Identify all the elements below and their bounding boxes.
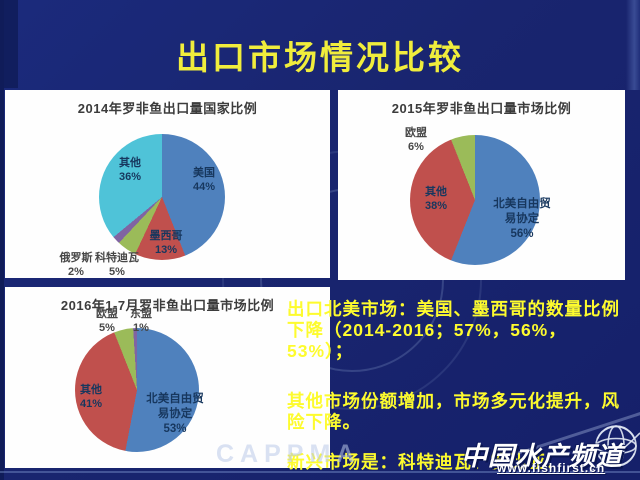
pie-label-ivory-coast: 科特迪瓦 5% — [95, 252, 139, 279]
pie-label-nafta-2016: 北美自由贸 易协定 53% — [146, 393, 204, 435]
pie-label-other-2016: 其他 41% — [79, 384, 103, 411]
chart-panel-2016: 2016年1-7月罗非鱼出口量市场比例 欧盟 5% 东盟 1% 其他 41% 北… — [5, 287, 330, 468]
pie-chart-2016 — [75, 328, 199, 452]
pie-label-eu-2015: 欧盟 6% — [405, 127, 427, 154]
globe-icon — [589, 425, 640, 472]
slide-title: 出口市场情况比较 — [176, 39, 464, 76]
chart-panel-2014: 2014年罗非鱼出口量国家比例 美国 44% 其他 36% 墨西哥 13% 科特… — [5, 90, 330, 278]
pie-label-other-2015: 其他 38% — [424, 186, 448, 213]
chart-title-2016: 2016年1-7月罗非鱼出口量市场比例 — [60, 298, 275, 313]
pie-label-eu-2016: 欧盟 5% — [96, 308, 118, 335]
background-cappma-text: CAPPMA — [216, 440, 361, 468]
chart-panel-2015: 2015年罗非鱼出口量市场比例 欧盟 6% 其他 38% 北美自由贸 易协定 5… — [338, 90, 625, 280]
background-bottom-line — [0, 471, 640, 473]
background-left-edge — [0, 0, 4, 480]
note-market-diversification: 其他市场份额增加，市场多元化提升，风 险下降。 — [287, 391, 620, 432]
chart-title-2014: 2014年罗非鱼出口量国家比例 — [77, 101, 258, 116]
note-emerging-markets: 新兴市场是：科特迪瓦、赞比亚、 — [287, 452, 565, 472]
background-right-streak — [626, 0, 640, 90]
watermark-brand: 中国水产频道 — [461, 441, 624, 471]
pie-label-nafta-2015: 北美自由贸 易协定 56% — [493, 198, 551, 240]
note-north-america-decline: 出口北美市场：美国、墨西哥的数量比例 下降（2014-2016；57%，56%，… — [287, 299, 620, 361]
pie-label-asean: 东盟 1% — [130, 308, 152, 335]
chart-title-2015: 2015年罗非鱼出口量市场比例 — [391, 101, 572, 116]
pie-label-other-2014: 其他 36% — [118, 157, 142, 184]
pie-chart-2015 — [410, 135, 540, 265]
pie-label-mexico: 墨西哥 13% — [149, 230, 183, 257]
pie-label-russia: 俄罗斯 2% — [59, 252, 93, 279]
watermark-url: www.fishfirst.cn — [497, 461, 606, 475]
background-left-strip — [0, 0, 18, 88]
pie-label-usa: 美国 44% — [192, 167, 216, 194]
pie-chart-2014 — [99, 134, 225, 260]
